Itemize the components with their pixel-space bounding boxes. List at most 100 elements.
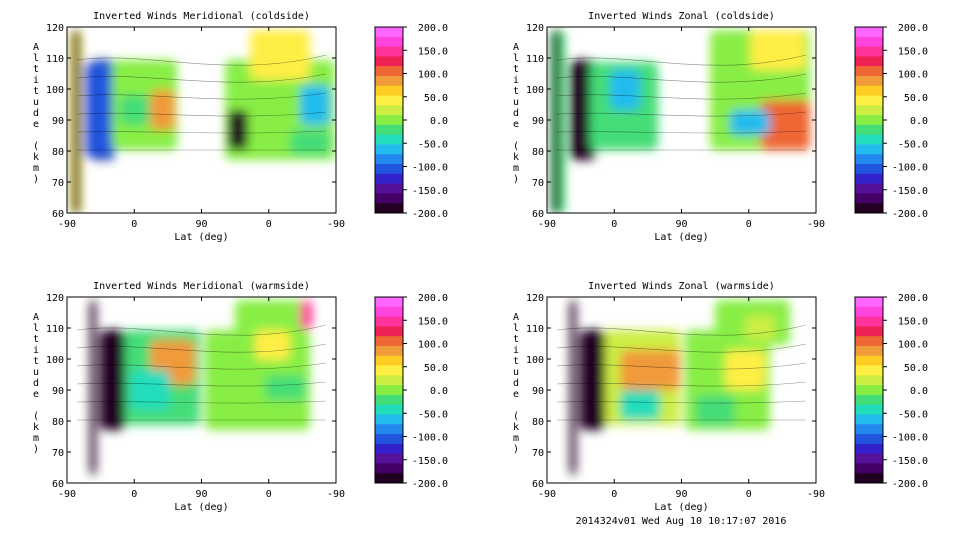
colorbar-swatch-4 xyxy=(375,326,403,337)
contour-field xyxy=(70,30,335,213)
colorbar-swatch-12 xyxy=(375,134,403,145)
colorbar-tick-label: 50.0 xyxy=(904,363,928,374)
x-axis-label: Lat (deg) xyxy=(174,502,228,513)
y-tick-label-60: 60 xyxy=(52,209,64,220)
colorbar-swatch-18 xyxy=(855,463,883,474)
colorbar-swatch-11 xyxy=(855,124,883,136)
contour-region-9 xyxy=(300,300,312,330)
colorbar-tick-label: -150.0 xyxy=(412,456,448,467)
chart-title: Inverted Winds Zonal (warmside) xyxy=(588,281,775,292)
colorbar-swatch-2 xyxy=(375,306,403,318)
colorbar-tick-label: -150.0 xyxy=(892,456,928,467)
contour-region-2 xyxy=(580,330,605,430)
colorbar-swatch-13 xyxy=(375,144,403,155)
y-tick-label-70: 70 xyxy=(52,448,64,459)
y-tick-label-60: 60 xyxy=(532,479,544,490)
contour-line xyxy=(76,111,327,117)
y-tick-label-60: 60 xyxy=(532,209,544,220)
colorbar-swatch-11 xyxy=(375,394,403,406)
y-tick-label-70: 70 xyxy=(532,448,544,459)
colorbar-swatch-9 xyxy=(375,105,403,116)
contour-line xyxy=(556,130,807,134)
y-tick-label-90: 90 xyxy=(52,116,64,127)
panel-1: Inverted Winds Meridional (coldside) 60 70… xyxy=(33,11,448,243)
y-tick-label-120: 120 xyxy=(46,23,64,34)
colorbar-swatch-17 xyxy=(855,453,883,464)
colorbar-swatch-10 xyxy=(855,385,883,396)
colorbar-swatch-7 xyxy=(855,85,883,97)
colorbar-tick-label: 50.0 xyxy=(424,93,448,104)
colorbar-swatch-2 xyxy=(375,36,403,48)
colorbar-tick-label: -50.0 xyxy=(898,139,928,150)
y-tick-label-90: 90 xyxy=(532,116,544,127)
colorbar-swatch-5 xyxy=(855,336,883,347)
contour-line xyxy=(76,73,327,83)
panel-2: Inverted Winds Zonal (coldside) 60 70 80 90 1… xyxy=(513,11,928,243)
colorbar-swatch-14 xyxy=(375,424,403,435)
contour-region-1 xyxy=(90,300,96,475)
colorbar-swatch-7 xyxy=(375,355,403,367)
colorbar-swatch-8 xyxy=(855,95,883,106)
contour-region-9 xyxy=(730,110,770,135)
colorbar-swatch-6 xyxy=(375,75,403,87)
colorbar-swatch-4 xyxy=(855,56,883,67)
contour-region-4 xyxy=(620,350,680,390)
colorbar-swatch-1 xyxy=(375,27,403,38)
colorbar-swatch-8 xyxy=(855,365,883,376)
x-axis-label: Lat (deg) xyxy=(654,232,708,243)
colorbar-swatch-6 xyxy=(855,345,883,357)
y-tick-label-70: 70 xyxy=(52,178,64,189)
panel-3: Inverted Winds Meridional (warmside) 60 70… xyxy=(33,281,448,513)
colorbar-tick-label: 150.0 xyxy=(898,46,928,57)
colorbar-tick-label: -50.0 xyxy=(418,139,448,150)
contour-line xyxy=(556,111,807,117)
colorbar-swatch-17 xyxy=(855,183,883,194)
y-tick-label-100: 100 xyxy=(46,85,64,96)
colorbar-tick-label: -150.0 xyxy=(412,186,448,197)
y-tick-label-80: 80 xyxy=(532,417,544,428)
colorbar-swatch-11 xyxy=(375,124,403,136)
colorbar-swatch-19 xyxy=(375,203,403,214)
colorbar-tick-label: -50.0 xyxy=(418,409,448,420)
colorbar-swatch-3 xyxy=(855,46,883,57)
x-tick-label-1: -90 xyxy=(58,489,76,500)
contour-region-2 xyxy=(72,30,80,213)
colorbar-swatch-3 xyxy=(375,316,403,327)
y-tick-label-120: 120 xyxy=(526,293,544,304)
y-tick-label-120: 120 xyxy=(526,23,544,34)
colorbar-tick-label: 0.0 xyxy=(430,386,448,397)
colorbar-swatch-1 xyxy=(375,297,403,308)
y-tick-label-70: 70 xyxy=(532,178,544,189)
contour-region-8 xyxy=(725,350,765,390)
colorbar-swatch-10 xyxy=(855,115,883,126)
y-tick-label-60: 60 xyxy=(52,479,64,490)
contour-region-11 xyxy=(290,130,330,155)
x-tick-label-2: 0 xyxy=(611,219,617,230)
y-tick-label-90: 90 xyxy=(532,386,544,397)
y-tick-label-110: 110 xyxy=(526,54,544,65)
colorbar-swatch-9 xyxy=(375,375,403,386)
contour-line xyxy=(76,381,327,387)
colorbar: 200.0 150.0 100.0 50.0 0.0 -50.0 -100.0 -150.0 -… xyxy=(854,293,928,490)
x-tick-label-1: -90 xyxy=(58,219,76,230)
colorbar-swatch-17 xyxy=(375,183,403,194)
x-tick-label-2: 0 xyxy=(131,219,137,230)
contour-region-8 xyxy=(760,100,810,150)
contour-line xyxy=(556,381,807,387)
contour-line xyxy=(76,324,327,336)
colorbar-swatch-18 xyxy=(375,193,403,204)
chart-title: Inverted Winds Zonal (coldside) xyxy=(588,11,775,22)
contour-line xyxy=(556,343,807,353)
colorbar-swatch-2 xyxy=(855,36,883,48)
colorbar-swatch-19 xyxy=(855,473,883,484)
colorbar-swatch-1 xyxy=(855,297,883,308)
contour-region-5 xyxy=(610,70,640,110)
colorbar-tick-label: 100.0 xyxy=(898,70,928,81)
contour-line xyxy=(556,324,807,336)
contour-line xyxy=(556,73,807,83)
colorbar-tick-label: -200.0 xyxy=(892,479,928,490)
contour-line xyxy=(76,130,327,134)
colorbar-swatch-14 xyxy=(855,154,883,165)
colorbar-swatch-12 xyxy=(855,404,883,415)
